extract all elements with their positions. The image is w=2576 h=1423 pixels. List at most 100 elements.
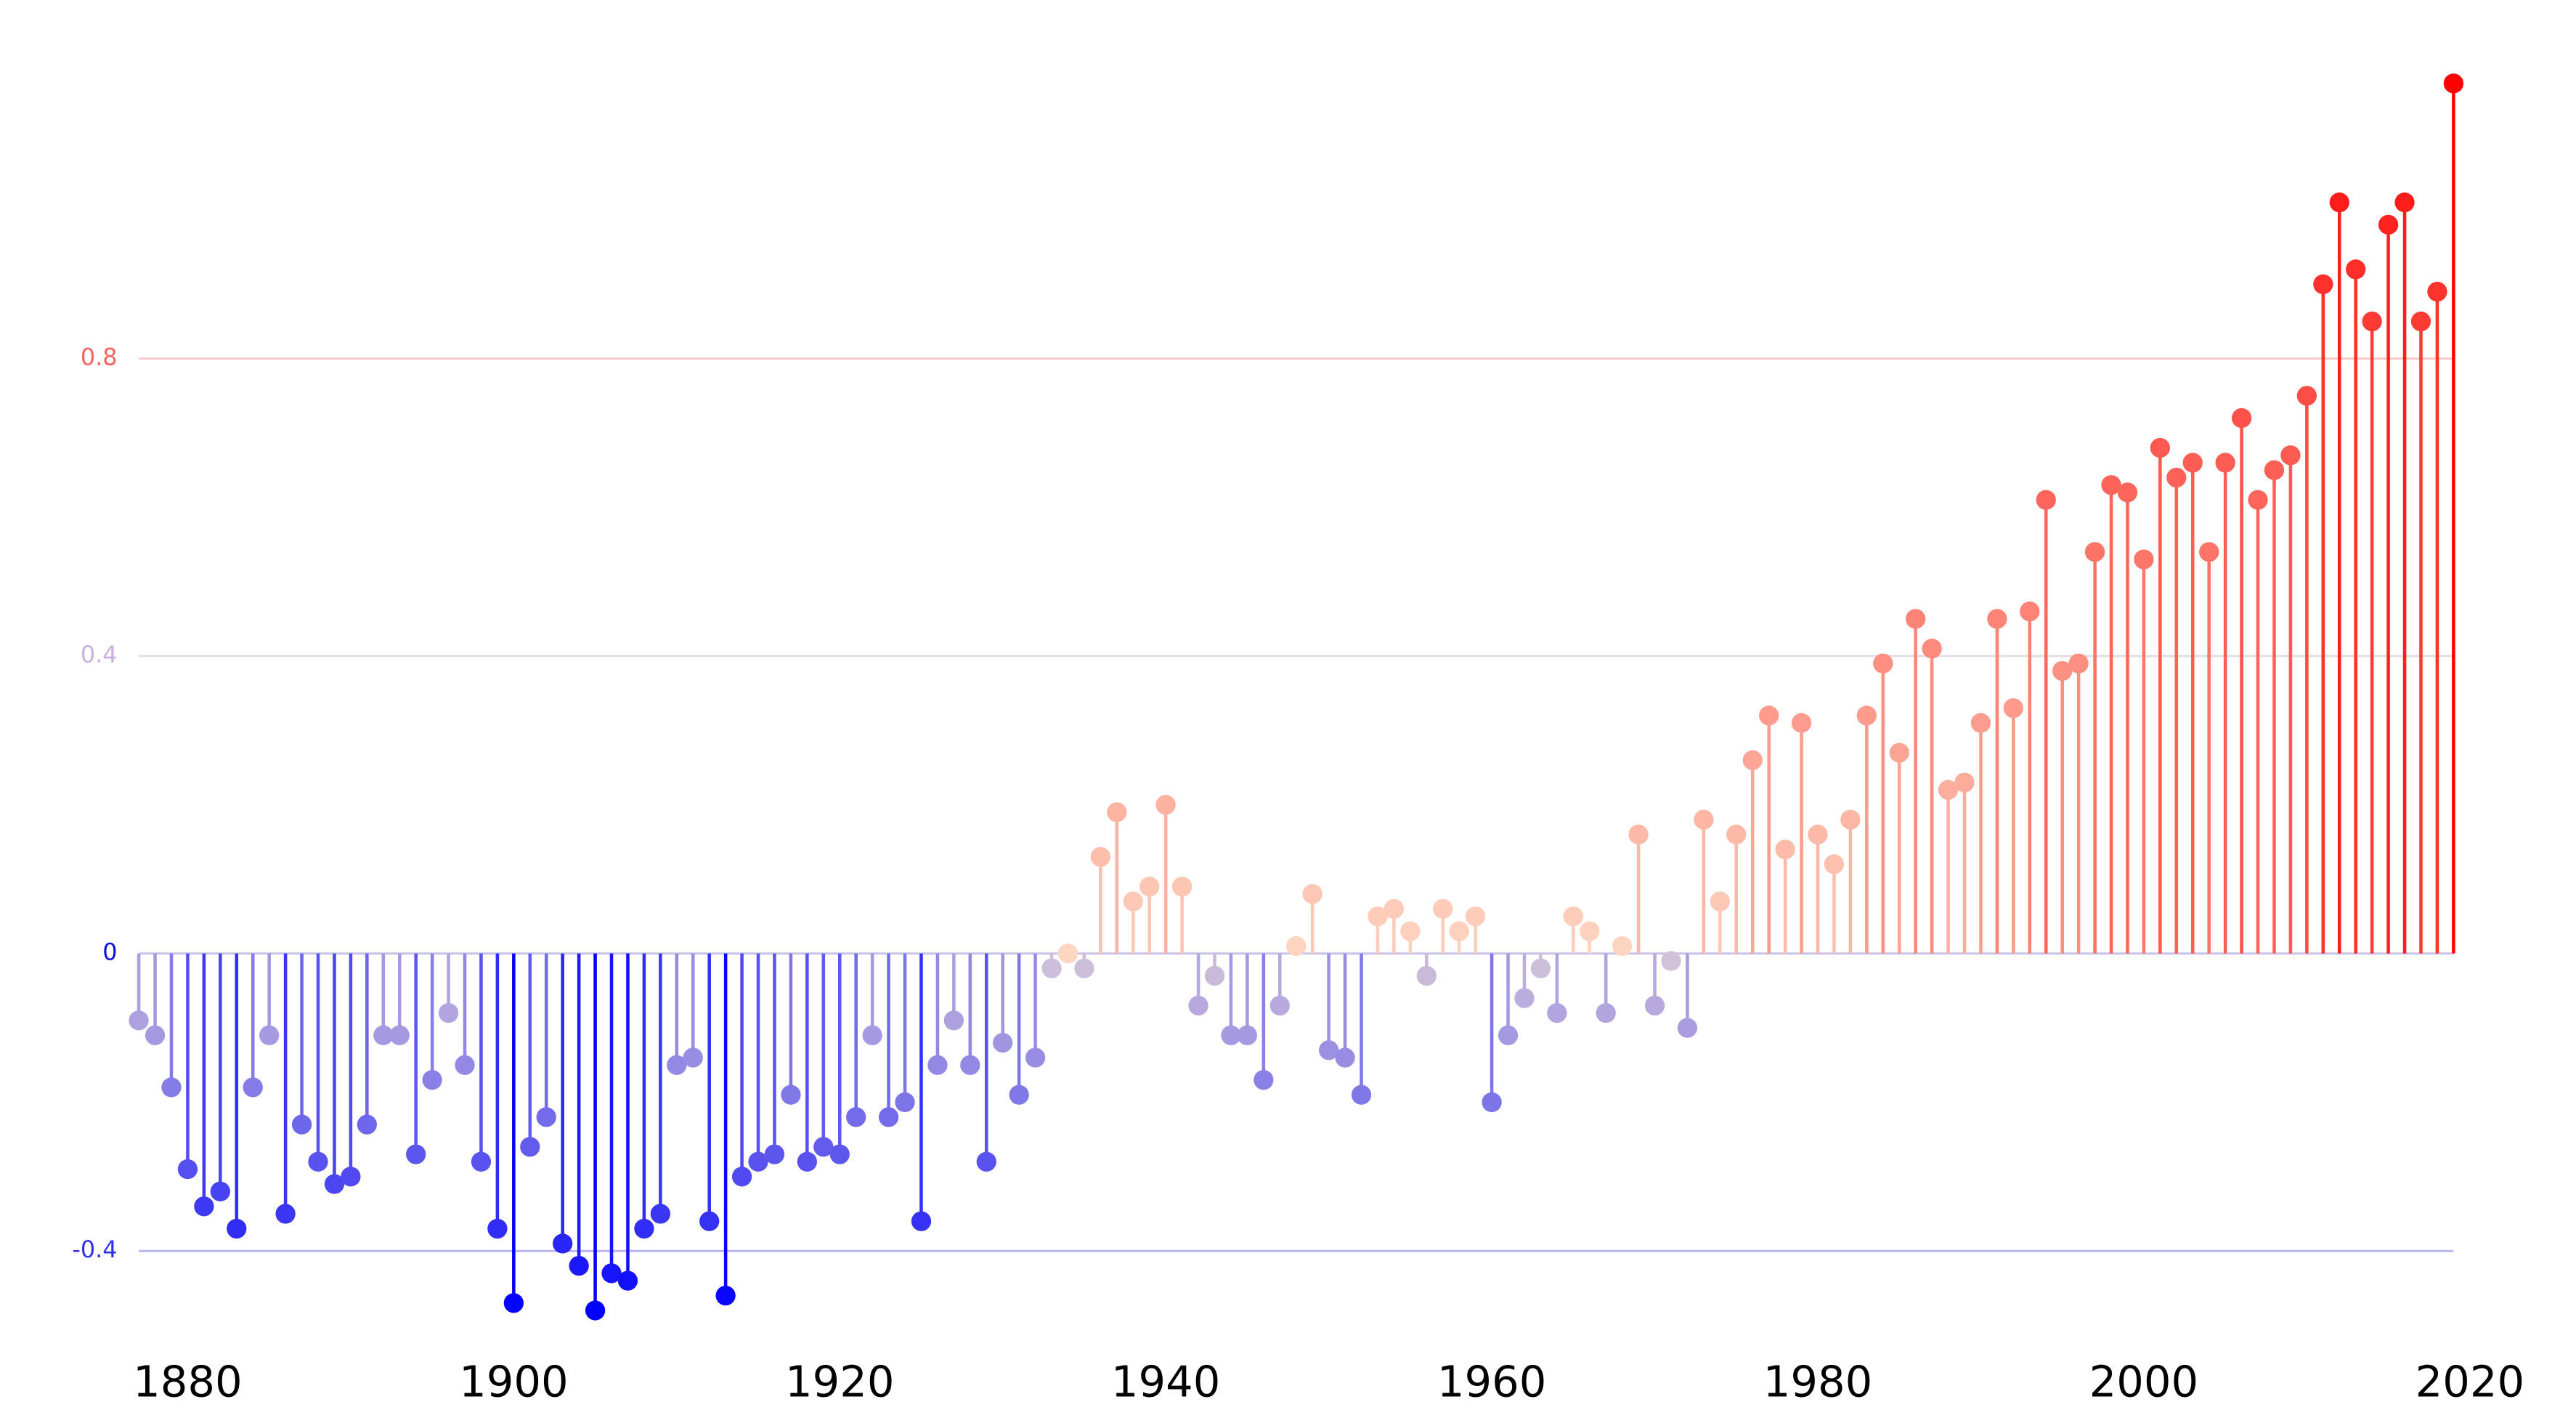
y-tick-label: 0.8: [81, 344, 118, 371]
marker: [1107, 802, 1127, 822]
marker: [797, 1151, 818, 1172]
marker: [2443, 73, 2464, 94]
marker: [1938, 779, 1959, 800]
x-tick-label: 1880: [133, 1357, 243, 1407]
marker: [1449, 921, 1469, 941]
marker: [1726, 824, 1747, 845]
marker: [1465, 906, 1486, 927]
marker: [1090, 846, 1111, 867]
marker: [1856, 705, 1877, 726]
marker: [373, 1025, 394, 1045]
marker: [1530, 958, 1551, 978]
marker: [2378, 214, 2399, 235]
marker: [177, 1159, 198, 1180]
marker: [455, 1055, 475, 1075]
marker: [715, 1285, 736, 1306]
marker: [1155, 795, 1176, 815]
x-tick-label: 1940: [1111, 1357, 1221, 1407]
marker: [324, 1174, 345, 1194]
x-tick-label: 1960: [1437, 1357, 1547, 1407]
marker: [650, 1204, 671, 1224]
marker: [1644, 995, 1665, 1015]
marker: [1987, 609, 2007, 629]
marker: [1302, 884, 1322, 904]
marker: [1596, 1002, 1616, 1023]
marker: [2296, 386, 2317, 406]
marker: [1954, 772, 1975, 792]
marker: [2052, 661, 2073, 681]
marker: [2280, 445, 2301, 466]
marker: [2410, 311, 2431, 332]
marker: [846, 1107, 866, 1127]
marker: [976, 1151, 996, 1172]
marker: [1677, 1018, 1698, 1038]
marker: [2313, 274, 2333, 294]
marker: [1057, 944, 1078, 964]
marker: [993, 1032, 1013, 1053]
marker: [667, 1055, 687, 1075]
marker: [1759, 705, 1779, 726]
marker: [1661, 951, 1681, 971]
marker: [1269, 995, 1290, 1015]
marker: [2329, 192, 2349, 213]
marker: [1025, 1047, 1046, 1068]
marker: [2003, 698, 2023, 718]
marker: [943, 1010, 964, 1031]
marker: [927, 1055, 948, 1075]
marker: [2101, 475, 2121, 495]
marker: [536, 1107, 556, 1127]
marker: [1139, 876, 1160, 897]
marker: [1889, 742, 1909, 763]
marker: [553, 1233, 573, 1254]
marker: [1970, 713, 1991, 733]
marker: [210, 1181, 230, 1201]
marker: [291, 1114, 312, 1135]
marker: [1514, 988, 1535, 1008]
marker: [1009, 1085, 1029, 1105]
marker: [1351, 1085, 1372, 1105]
marker: [1482, 1092, 1502, 1113]
marker: [227, 1218, 247, 1239]
marker: [1775, 839, 1795, 859]
marker: [1547, 1002, 1567, 1023]
marker: [438, 1002, 459, 1023]
marker: [1204, 965, 1225, 986]
marker: [878, 1107, 899, 1127]
marker: [357, 1114, 377, 1135]
marker: [2182, 453, 2203, 473]
marker: [2264, 460, 2285, 480]
marker: [2068, 653, 2089, 674]
marker: [781, 1085, 801, 1105]
marker: [1221, 1025, 1241, 1045]
marker: [2036, 490, 2056, 510]
marker: [520, 1137, 540, 1157]
marker: [2394, 192, 2415, 213]
marker: [1742, 750, 1763, 771]
marker: [1286, 936, 1307, 957]
marker: [2084, 542, 2105, 562]
marker: [1335, 1047, 1355, 1068]
marker: [389, 1025, 410, 1045]
marker: [422, 1070, 442, 1090]
marker: [1840, 809, 1861, 830]
x-tick-label: 1920: [785, 1357, 895, 1407]
marker: [1254, 1070, 1274, 1090]
marker: [1041, 958, 1062, 978]
x-tick-label: 2020: [2415, 1357, 2525, 1407]
marker: [194, 1196, 214, 1217]
marker: [243, 1077, 263, 1098]
marker: [2166, 467, 2187, 488]
marker: [2117, 482, 2138, 503]
marker: [129, 1010, 149, 1031]
marker: [748, 1151, 768, 1172]
marker: [406, 1144, 426, 1164]
x-tick-label: 1900: [459, 1357, 569, 1407]
marker: [2150, 437, 2171, 458]
marker: [1710, 891, 1730, 912]
marker: [308, 1151, 328, 1172]
marker: [1433, 899, 1453, 919]
marker: [341, 1167, 361, 1187]
marker: [617, 1270, 638, 1291]
marker: [731, 1167, 752, 1187]
marker: [1922, 638, 1942, 659]
